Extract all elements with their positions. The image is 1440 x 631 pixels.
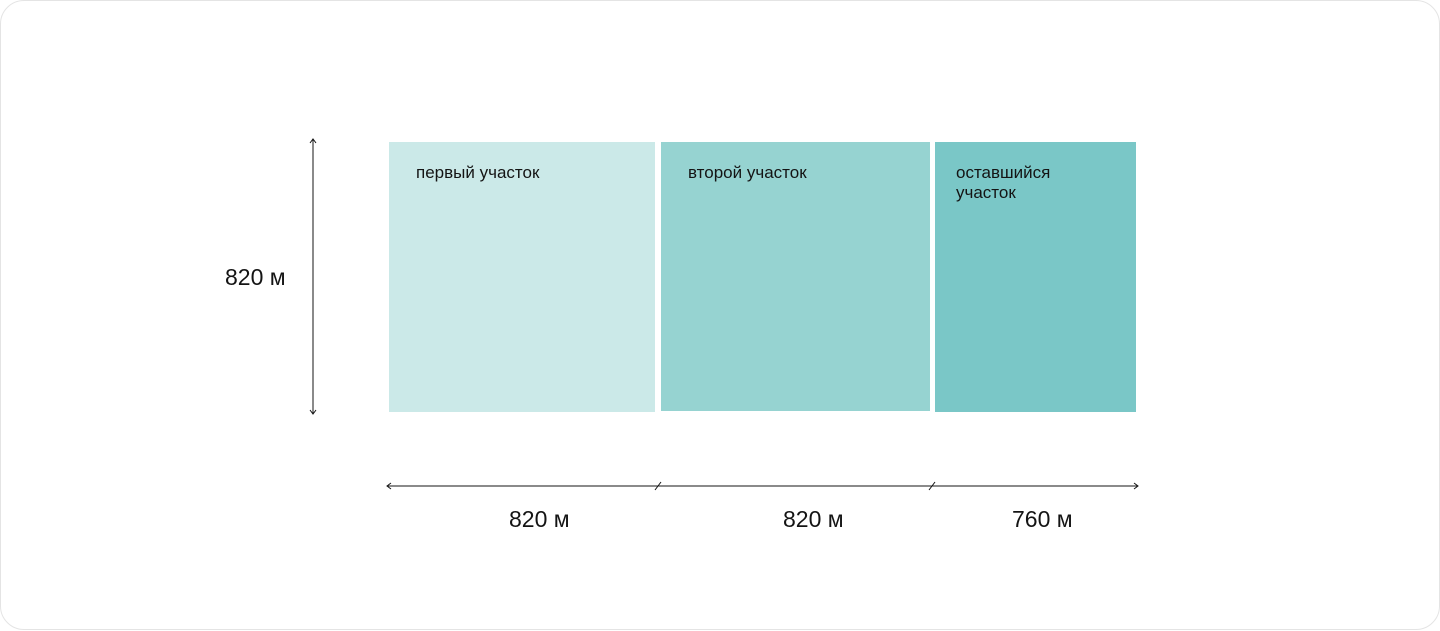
tick-mark-2	[928, 481, 936, 491]
first-plot-label: первый участок	[416, 163, 540, 182]
first-width-label: 820 м	[509, 506, 570, 532]
tick-mark-1	[654, 481, 662, 491]
remaining-width-label: 760 м	[1012, 506, 1073, 532]
second-width-label: 820 м	[783, 506, 844, 532]
second-plot-label: второй участок	[688, 163, 807, 182]
height-dimension-arrow	[309, 138, 317, 415]
height-label: 820 м	[225, 264, 286, 290]
remaining-plot: оставшийся участок	[935, 142, 1136, 412]
first-plot: первый участок	[389, 142, 655, 412]
remaining-plot-label: оставшийся участок	[956, 163, 1051, 202]
second-plot: второй участок	[661, 142, 930, 411]
width-dimension-arrow	[386, 481, 1139, 491]
